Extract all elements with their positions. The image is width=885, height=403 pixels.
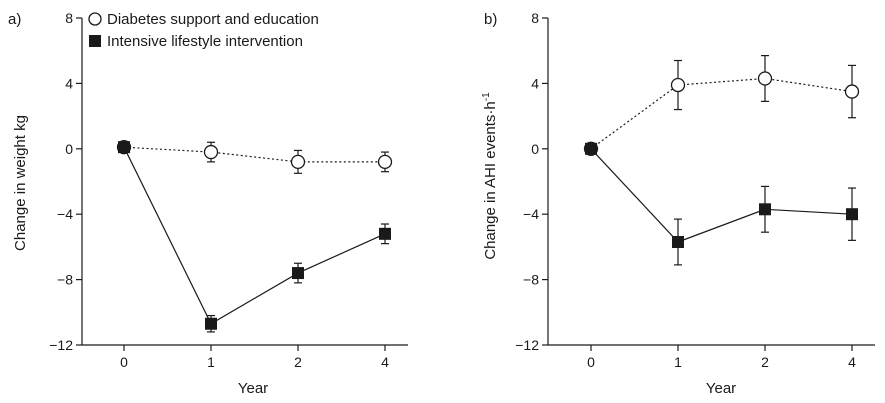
- panel-a-series-ili-point: [379, 227, 391, 240]
- panel-b-label: b): [484, 11, 497, 28]
- panel-a-y-tick-label: 8: [65, 10, 73, 26]
- panel-b-y-tick-label: −12: [515, 337, 539, 353]
- panel-a-y-tick-label: 4: [65, 75, 73, 91]
- panel-a-series-dse-point: [290, 154, 306, 170]
- panel-b-series-dse-line: [590, 77, 853, 150]
- legend-label: Diabetes support and education: [107, 11, 319, 28]
- panel-a-series-ili-point: [292, 267, 304, 280]
- panel-b-plot: 8 4 0 −4 −8 −12 0 1 2 4: [515, 10, 875, 370]
- panel-b-series-dse-point: [844, 84, 860, 99]
- panel-a-x-axis-label: Year: [238, 380, 268, 397]
- panel-b: b) Change in AHI events·h-1 Year 8 4 0 −4 −8…: [481, 10, 875, 397]
- panel-a-label: a): [8, 11, 21, 28]
- panel-a-series-ili-line: [123, 146, 386, 325]
- panel-b-x-tick-label: 0: [587, 354, 595, 370]
- panel-b-x-axis-label: Year: [706, 380, 736, 397]
- panel-b-x-tick-label: 2: [761, 354, 769, 370]
- legend-marker-open-circle: [88, 12, 102, 26]
- panel-b-y-axis-label: Change in AHI events·h-1: [481, 92, 499, 260]
- panel-b-series-dse-point: [757, 71, 773, 86]
- legend: Diabetes support and education Intensive …: [88, 11, 319, 50]
- panel-a-y-tick-label: −12: [49, 337, 73, 353]
- panel-b-series-ili-point: [585, 142, 597, 155]
- panel-b-y-tick-label: 0: [531, 141, 539, 157]
- panel-a-series-ili-point: [118, 141, 130, 154]
- panel-a-y-tick-label: −8: [57, 272, 73, 288]
- panel-a-series-ili-point: [205, 317, 217, 330]
- panel-a-y-tick-label: 0: [65, 141, 73, 157]
- panel-a-y-tick-label: −4: [57, 206, 73, 222]
- panel-b-series-dse-point: [670, 77, 686, 93]
- panel-b-x-tick-label: 4: [848, 354, 856, 370]
- panel-b-y-tick-label: −8: [523, 272, 539, 288]
- panel-a: a) Change in weight kg Year 8 4 0 −4 −8 −12 0 1…: [8, 10, 408, 397]
- panel-b-series-ili-point: [759, 203, 771, 216]
- panel-b-series-ili-point: [672, 235, 684, 248]
- panel-b-y-axis-label-superscript: -1: [481, 92, 492, 101]
- panel-b-series-ili-line: [590, 148, 853, 243]
- panel-b-y-tick-label: 4: [531, 75, 539, 91]
- panel-a-y-axis-label: Change in weight kg: [12, 115, 29, 251]
- panel-a-series-dse-point: [203, 144, 219, 160]
- panel-a-x-tick-label: 0: [120, 354, 128, 370]
- panel-b-y-axis-label-main: Change in AHI events·h: [482, 101, 499, 259]
- legend-marker-filled-square: [89, 35, 101, 47]
- panel-a-x-tick-label: 1: [207, 354, 215, 370]
- panel-a-x-tick-label: 2: [294, 354, 302, 370]
- panel-b-y-tick-label: 8: [531, 10, 539, 26]
- panel-a-plot: 8 4 0 −4 −8 −12 0 1 2 4 Diabetes support and educa…: [49, 10, 408, 370]
- legend-label: Intensive lifestyle intervention: [107, 33, 303, 50]
- panel-a-series-dse-line: [123, 146, 385, 163]
- panel-b-x-tick-label: 1: [674, 354, 682, 370]
- panel-b-series-ili-point: [846, 208, 858, 221]
- panel-b-y-tick-label: −4: [523, 206, 539, 222]
- panel-a-series-dse-point: [377, 154, 393, 170]
- panel-a-x-tick-label: 4: [381, 354, 389, 370]
